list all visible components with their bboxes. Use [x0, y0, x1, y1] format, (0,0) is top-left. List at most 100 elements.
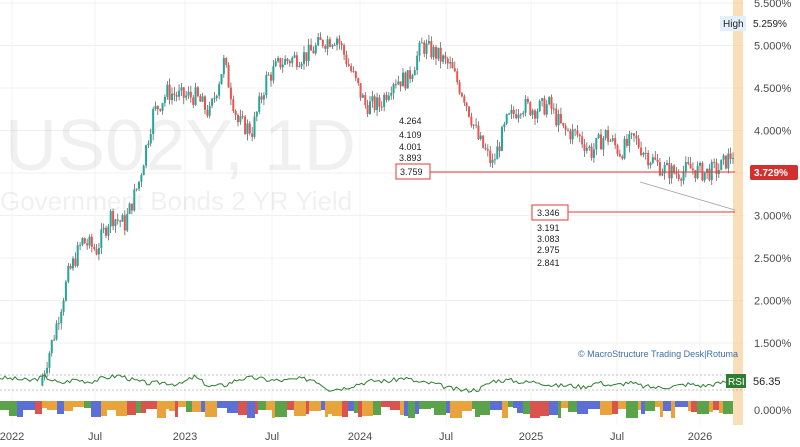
- last-price-badge: 3.729%: [750, 165, 798, 180]
- candle-body: [413, 70, 416, 76]
- candle-body: [128, 203, 131, 214]
- candle-body: [258, 96, 261, 112]
- candle-body: [383, 94, 386, 107]
- candle-body: [710, 161, 713, 181]
- candle-body: [105, 227, 107, 236]
- x-tick-label: 2022: [0, 431, 24, 443]
- signal-bar: [600, 401, 612, 415]
- candle-body: [611, 138, 614, 141]
- trend-line[interactable]: [639, 181, 736, 211]
- candle-body: [218, 84, 221, 96]
- candle-body: [555, 108, 558, 126]
- candle-body: [524, 98, 527, 113]
- candle-body: [489, 150, 492, 163]
- candle-body: [138, 181, 140, 189]
- signal-bars: [0, 401, 733, 418]
- candle-body: [376, 97, 379, 111]
- high-value: 5.259%: [753, 19, 787, 30]
- candle-body: [724, 155, 727, 169]
- candle-body: [687, 162, 690, 164]
- candle-body: [232, 99, 235, 111]
- bottom-pane-tick: 0.000%: [754, 405, 792, 417]
- candle-body: [680, 179, 683, 181]
- fib-lower-level-3: 2.975: [537, 245, 560, 255]
- candle-body: [397, 81, 400, 85]
- y-tick-label: 4.500%: [754, 83, 792, 95]
- candle-body: [663, 165, 666, 174]
- candle-body: [522, 112, 525, 115]
- candle-body: [50, 340, 53, 354]
- signal-bar: [0, 401, 9, 410]
- candle-body: [661, 173, 664, 176]
- signal-bar: [294, 401, 306, 416]
- candle-body: [625, 138, 628, 146]
- candle-body: [79, 244, 82, 246]
- candle-body: [265, 74, 268, 96]
- candle-body: [279, 58, 282, 68]
- candle-body: [420, 42, 423, 44]
- candle-body: [100, 229, 103, 249]
- candle-body: [515, 114, 518, 119]
- y-tick-label: 2.000%: [754, 296, 792, 308]
- candle-body: [564, 125, 567, 130]
- candle-body: [557, 113, 560, 126]
- candle-body: [288, 61, 291, 64]
- candle-body: [267, 74, 270, 76]
- candle-body: [635, 135, 638, 139]
- candle-body: [331, 45, 334, 47]
- last-price-value: 3.729%: [754, 168, 788, 179]
- candle-body: [512, 109, 515, 115]
- candle-body: [293, 55, 296, 58]
- x-tick-label: Jul: [610, 431, 624, 443]
- candle-body: [343, 45, 346, 55]
- candle-body: [300, 63, 303, 67]
- signal-bar: [446, 401, 450, 413]
- candle-body: [534, 110, 536, 119]
- candle-body: [673, 165, 676, 174]
- candle-body: [380, 106, 383, 108]
- rsi-line: [0, 373, 734, 393]
- y-tick-label: 4.000%: [754, 126, 792, 138]
- signal-bar: [287, 401, 294, 410]
- signal-bar: [502, 401, 508, 418]
- candle-body: [310, 44, 313, 51]
- candle-body: [350, 66, 353, 72]
- candle-body: [519, 114, 522, 116]
- candle-body: [675, 173, 678, 175]
- candle-body: [121, 215, 124, 222]
- candle-body: [706, 168, 709, 173]
- candle-body: [281, 64, 284, 68]
- candle-body: [204, 96, 206, 110]
- y-tick-label: 5.500%: [754, 0, 792, 10]
- signal-bar: [691, 401, 697, 412]
- candle-body: [689, 163, 692, 169]
- signal-bar: [217, 401, 227, 408]
- candle-body: [607, 129, 610, 142]
- rsi-pane: [0, 373, 745, 393]
- candle-body: [392, 84, 395, 94]
- candle-body: [166, 84, 169, 97]
- candle-body: [647, 152, 650, 166]
- candle-body: [277, 58, 280, 62]
- candle-body: [194, 87, 197, 105]
- rsi-label: RSI: [728, 377, 745, 388]
- candle-body: [501, 127, 503, 151]
- candle-body: [270, 74, 272, 81]
- candle-body: [213, 98, 216, 100]
- candle-body: [149, 134, 152, 144]
- candle-body: [251, 133, 254, 137]
- candle-body: [640, 147, 643, 155]
- candle-body: [215, 95, 218, 99]
- signal-bar: [671, 401, 675, 418]
- candle-body: [319, 37, 322, 40]
- signal-bar: [675, 401, 681, 407]
- candle-body: [479, 135, 482, 139]
- signal-bar: [681, 401, 688, 407]
- candle-body: [418, 42, 421, 56]
- candle-body: [446, 58, 449, 64]
- candle-body: [404, 72, 407, 89]
- candle-body: [729, 153, 732, 159]
- candle-body: [486, 149, 489, 151]
- candle-body: [559, 113, 562, 123]
